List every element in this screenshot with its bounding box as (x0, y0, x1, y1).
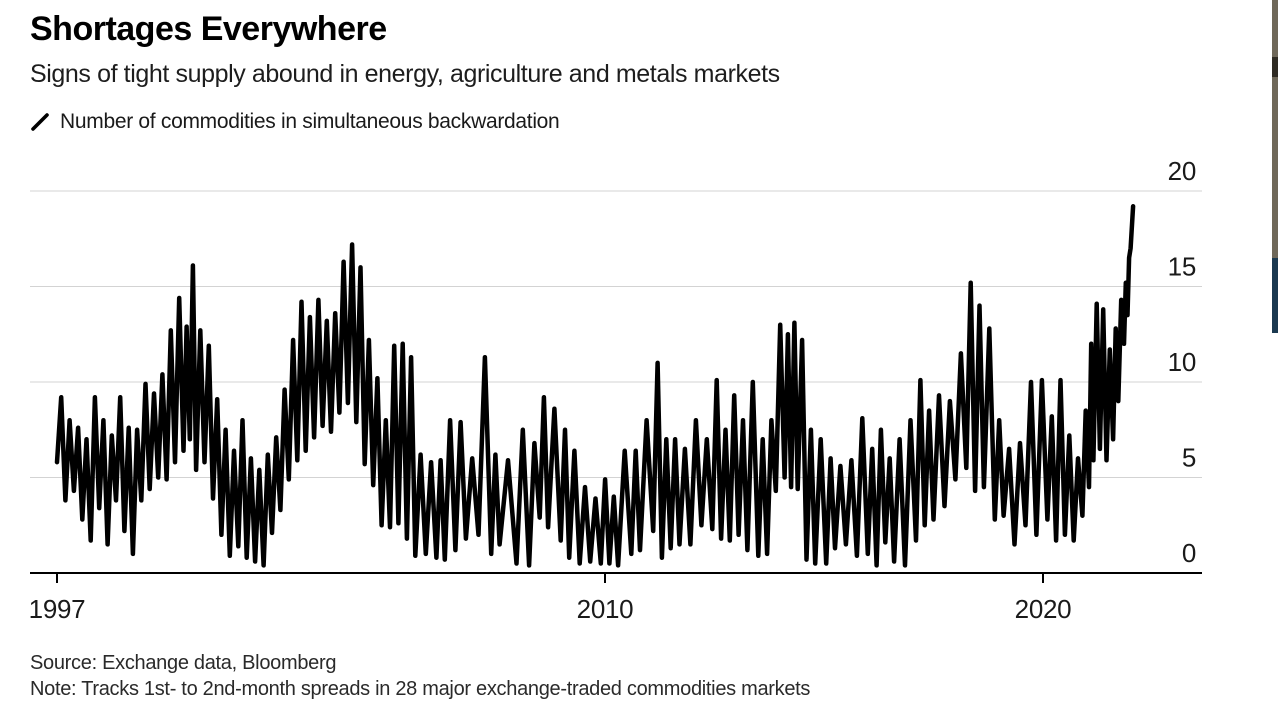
note-text: Note: Tracks 1st- to 2nd-month spreads i… (30, 678, 811, 700)
legend-label: Number of commodities in simultaneous ba… (60, 110, 560, 133)
chart-footer: Source: Exchange data, Bloomberg Note: T… (30, 650, 810, 702)
edge-artifact-segment (1272, 0, 1278, 57)
legend-line-icon (31, 113, 49, 131)
series-line (54, 204, 1136, 568)
y-axis-label: 5 (1182, 443, 1196, 473)
chart-title: Shortages Everywhere (30, 10, 387, 48)
edge-artifact-segment (1272, 57, 1278, 77)
x-axis-label: 2010 (577, 594, 634, 624)
edge-artifact-segment (1272, 77, 1278, 258)
x-axis-label: 2020 (1015, 594, 1072, 624)
y-axis-label: 0 (1182, 538, 1196, 568)
source-text: Source: Exchange data, Bloomberg (30, 652, 337, 674)
y-axis-label: 15 (1168, 252, 1196, 282)
chart-subtitle: Signs of tight supply abound in energy, … (30, 60, 780, 88)
x-axis-label: 1997 (29, 594, 86, 624)
edge-artifact-segment (1272, 258, 1278, 333)
legend: Number of commodities in simultaneous ba… (30, 110, 560, 134)
y-axis-label: 20 (1168, 156, 1196, 186)
y-axis-label: 10 (1168, 347, 1196, 377)
